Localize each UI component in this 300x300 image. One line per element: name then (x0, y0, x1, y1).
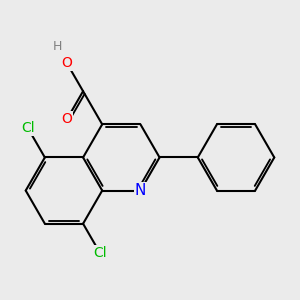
Text: O: O (61, 56, 72, 70)
Text: O: O (61, 112, 72, 126)
Text: Cl: Cl (94, 247, 107, 260)
Text: H: H (52, 40, 62, 53)
Text: Cl: Cl (21, 121, 34, 135)
Text: N: N (135, 183, 146, 198)
